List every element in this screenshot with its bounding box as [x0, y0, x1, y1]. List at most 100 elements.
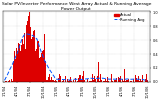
- Bar: [42, 51, 43, 82]
- Bar: [90, 81, 91, 82]
- Bar: [73, 80, 74, 82]
- Bar: [49, 74, 50, 82]
- Bar: [34, 30, 35, 82]
- Bar: [133, 79, 134, 82]
- Bar: [65, 76, 66, 82]
- Bar: [25, 49, 26, 82]
- Bar: [108, 81, 109, 82]
- Bar: [126, 80, 127, 82]
- Bar: [124, 69, 125, 82]
- Bar: [39, 58, 40, 82]
- Bar: [137, 80, 138, 82]
- Bar: [37, 41, 38, 82]
- Bar: [81, 80, 82, 82]
- Bar: [55, 80, 56, 82]
- Bar: [100, 74, 101, 82]
- Bar: [101, 80, 102, 82]
- Bar: [105, 79, 106, 82]
- Bar: [17, 36, 18, 82]
- Bar: [142, 75, 143, 82]
- Bar: [4, 80, 5, 82]
- Bar: [83, 71, 84, 82]
- Bar: [103, 76, 104, 82]
- Bar: [92, 74, 93, 82]
- Bar: [111, 74, 112, 82]
- Bar: [116, 78, 117, 82]
- Bar: [33, 31, 34, 82]
- Bar: [8, 81, 9, 82]
- Bar: [16, 31, 17, 82]
- Bar: [24, 33, 25, 82]
- Bar: [28, 20, 29, 82]
- Bar: [27, 21, 28, 82]
- Bar: [53, 80, 54, 82]
- Bar: [95, 79, 96, 82]
- Bar: [47, 80, 48, 82]
- Bar: [94, 76, 95, 82]
- Bar: [23, 44, 24, 82]
- Bar: [135, 75, 136, 82]
- Bar: [15, 59, 16, 82]
- Bar: [50, 80, 51, 82]
- Bar: [78, 79, 79, 82]
- Bar: [18, 42, 19, 82]
- Bar: [99, 81, 100, 82]
- Bar: [122, 79, 123, 82]
- Bar: [32, 37, 33, 82]
- Bar: [31, 39, 32, 82]
- Bar: [11, 79, 12, 82]
- Bar: [106, 81, 107, 82]
- Bar: [131, 81, 132, 82]
- Bar: [79, 81, 80, 82]
- Bar: [45, 61, 46, 82]
- Bar: [63, 80, 64, 82]
- Bar: [20, 51, 21, 82]
- Bar: [75, 78, 76, 82]
- Bar: [6, 81, 7, 82]
- Bar: [9, 80, 10, 82]
- Bar: [139, 78, 140, 82]
- Bar: [21, 44, 22, 82]
- Bar: [48, 77, 49, 82]
- Bar: [5, 81, 6, 82]
- Bar: [41, 42, 42, 82]
- Bar: [87, 79, 88, 82]
- Bar: [43, 50, 44, 82]
- Bar: [141, 80, 142, 82]
- Bar: [52, 80, 53, 82]
- Bar: [107, 77, 108, 82]
- Bar: [123, 81, 124, 82]
- Bar: [145, 79, 146, 82]
- Bar: [40, 46, 41, 82]
- Bar: [130, 80, 131, 82]
- Bar: [56, 81, 57, 82]
- Bar: [127, 81, 128, 82]
- Bar: [59, 74, 60, 82]
- Bar: [68, 81, 69, 82]
- Bar: [80, 74, 81, 82]
- Bar: [93, 80, 94, 82]
- Bar: [118, 77, 119, 82]
- Bar: [58, 78, 59, 82]
- Bar: [13, 61, 14, 82]
- Bar: [98, 62, 99, 82]
- Bar: [70, 78, 71, 82]
- Bar: [120, 76, 121, 82]
- Legend: Actual, Running Avg: Actual, Running Avg: [114, 13, 145, 22]
- Bar: [114, 80, 115, 82]
- Bar: [136, 78, 137, 82]
- Bar: [125, 81, 126, 82]
- Bar: [26, 25, 27, 82]
- Bar: [62, 81, 63, 82]
- Bar: [112, 81, 113, 82]
- Bar: [147, 80, 148, 82]
- Bar: [29, 19, 30, 82]
- Bar: [22, 39, 23, 82]
- Bar: [140, 79, 141, 82]
- Title: Solar PV/Inverter Performance West Array Actual & Running Average Power Output: Solar PV/Inverter Performance West Array…: [2, 2, 151, 11]
- Bar: [84, 80, 85, 82]
- Bar: [60, 76, 61, 82]
- Bar: [12, 81, 13, 82]
- Bar: [119, 78, 120, 82]
- Bar: [44, 34, 45, 82]
